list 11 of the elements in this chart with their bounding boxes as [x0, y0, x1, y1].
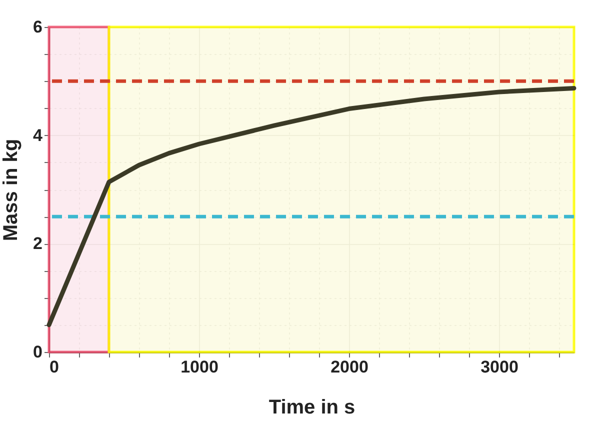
y-tick-label: 4 [33, 126, 44, 145]
line-series [46, 86, 576, 328]
y-tick-label: 2 [33, 234, 42, 254]
x-tick-label: 0 [50, 358, 59, 376]
x-tick-label: 1000 [180, 358, 218, 376]
y-tick-label: 0 [33, 342, 42, 362]
x-tick-label: 2000 [330, 358, 368, 376]
x-axis-title: Time in s [268, 396, 356, 418]
y-axis-title: Mass in kg [0, 138, 22, 242]
y-tick-label: 6 [33, 18, 42, 36]
x-tick-label: 3000 [480, 358, 518, 376]
